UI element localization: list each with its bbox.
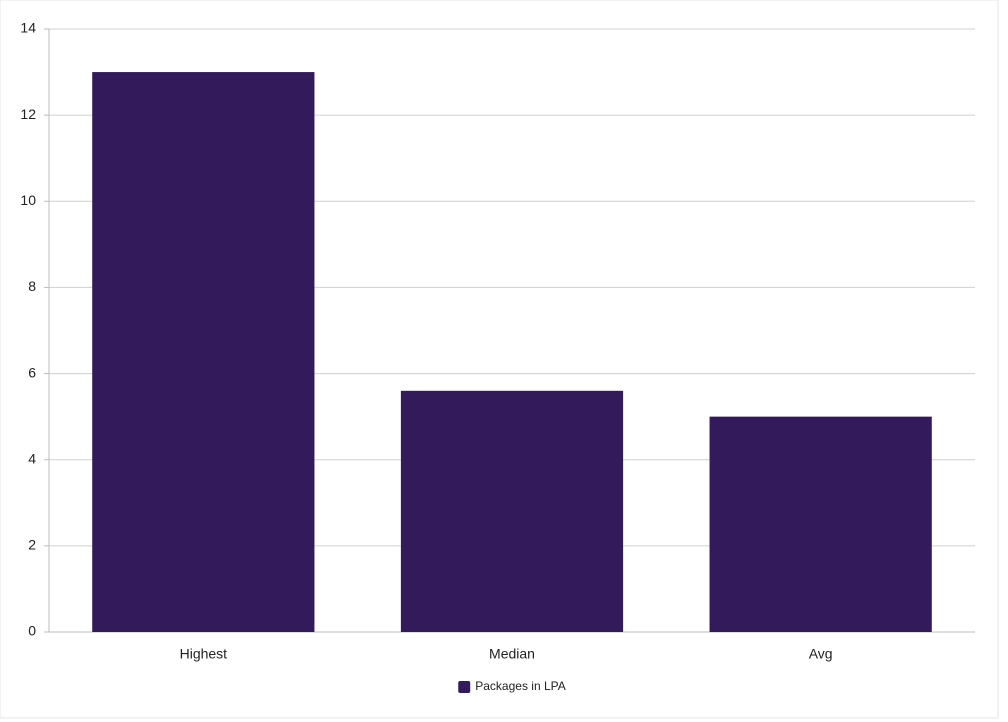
bar	[92, 72, 315, 633]
y-tick-label: 6	[28, 364, 36, 380]
y-tick-label: 4	[28, 450, 36, 466]
x-tick-label: Avg	[809, 646, 833, 662]
y-tick-label: 12	[20, 106, 36, 122]
y-tick-label: 10	[20, 192, 36, 208]
bar	[709, 416, 932, 632]
legend-swatch	[458, 681, 471, 693]
x-tick-label: Median	[489, 646, 535, 662]
bar	[400, 390, 624, 632]
y-tick-label: 8	[28, 278, 36, 294]
y-tick-label: 2	[28, 537, 36, 553]
legend-label: Packages in LPA	[475, 679, 566, 693]
y-tick-label: 14	[20, 20, 36, 36]
y-tick-label: 0	[28, 623, 36, 639]
x-tick-label: Highest	[180, 646, 228, 662]
